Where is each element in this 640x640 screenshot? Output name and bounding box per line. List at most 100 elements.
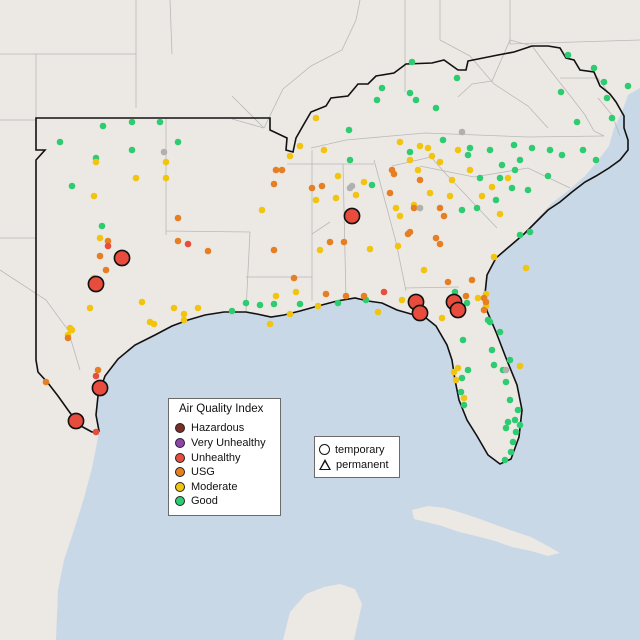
legend-item-temporary: temporary bbox=[319, 442, 385, 457]
monitor-marker-moderate bbox=[314, 302, 322, 310]
monitor-marker-moderate bbox=[132, 174, 140, 182]
temporary-monitor-unhealthy bbox=[87, 275, 105, 293]
monitor-marker-good bbox=[490, 361, 498, 369]
monitor-marker-usg bbox=[174, 214, 182, 222]
monitor-marker-good bbox=[458, 206, 466, 214]
monitor-marker-usg bbox=[278, 166, 286, 174]
temporary-monitor-unhealthy bbox=[91, 379, 109, 397]
monitor-marker-usg bbox=[410, 204, 418, 212]
monitor-marker-moderate bbox=[478, 192, 486, 200]
monitor-marker-moderate bbox=[266, 320, 274, 328]
legend-label-moderate: Moderate bbox=[191, 481, 238, 493]
monitor-marker-good bbox=[406, 148, 414, 156]
monitor-marker-moderate bbox=[68, 326, 76, 334]
monitor-marker-usg bbox=[386, 189, 394, 197]
monitor-marker-moderate bbox=[292, 288, 300, 296]
monitor-marker-usg bbox=[102, 266, 110, 274]
monitor-marker-good bbox=[590, 64, 598, 72]
aqi-legend: Air Quality Index Hazardous Very Unhealt… bbox=[168, 398, 281, 516]
monitor-marker-moderate bbox=[450, 368, 458, 376]
monitor-marker-good bbox=[378, 84, 386, 92]
monitor-marker-good bbox=[498, 161, 506, 169]
monitor-marker-good bbox=[573, 118, 581, 126]
monitor-marker-good bbox=[408, 58, 416, 66]
monitor-marker-good bbox=[458, 374, 466, 382]
monitor-marker-moderate bbox=[420, 266, 428, 274]
monitor-marker-unhealthy bbox=[92, 428, 100, 436]
temporary-monitor-unhealthy bbox=[113, 249, 131, 267]
monitor-marker-moderate bbox=[138, 298, 146, 306]
monitor-marker-good bbox=[457, 388, 465, 396]
monitor-marker-moderate bbox=[406, 156, 414, 164]
circle-icon bbox=[319, 444, 330, 455]
monitor-marker-good bbox=[506, 396, 514, 404]
monitor-marker-good bbox=[486, 146, 494, 154]
monitor-marker-usg bbox=[272, 166, 280, 174]
monitor-marker-good bbox=[524, 186, 532, 194]
legend-label-very-unhealthy: Very Unhealthy bbox=[191, 437, 266, 449]
monitor-marker-usg bbox=[322, 290, 330, 298]
legend-item-good: Good bbox=[175, 494, 218, 508]
monitor-marker-good bbox=[502, 378, 510, 386]
monitor-marker-good bbox=[270, 300, 278, 308]
temporary-monitor-unhealthy bbox=[67, 412, 85, 430]
monitor-marker-moderate bbox=[454, 364, 462, 372]
hazardous-swatch bbox=[175, 423, 185, 433]
monitor-marker-good bbox=[501, 456, 509, 464]
monitor-marker-moderate bbox=[352, 191, 360, 199]
monitor-marker-moderate bbox=[474, 294, 482, 302]
monitor-marker-usg bbox=[64, 334, 72, 342]
monitor-marker-usg bbox=[436, 240, 444, 248]
monitor-marker-moderate bbox=[194, 304, 202, 312]
monitor-marker-moderate bbox=[286, 310, 294, 318]
monitor-markers bbox=[42, 51, 632, 464]
monitor-marker-moderate bbox=[146, 318, 154, 326]
monitor-marker-good bbox=[373, 96, 381, 104]
monitor-marker-missing bbox=[458, 128, 466, 136]
monitor-marker-usg bbox=[96, 252, 104, 260]
monitor-marker-good bbox=[484, 316, 492, 324]
monitor-marker-good bbox=[473, 204, 481, 212]
legend-label-hazardous: Hazardous bbox=[191, 422, 245, 434]
monitor-marker-moderate bbox=[496, 210, 504, 218]
monitor-marker-usg bbox=[270, 246, 278, 254]
monitor-marker-usg bbox=[326, 238, 334, 246]
monitor-marker-good bbox=[507, 448, 515, 456]
monitor-marker-good bbox=[544, 172, 552, 180]
monitor-marker-usg bbox=[42, 378, 50, 386]
monitor-marker-good bbox=[510, 141, 518, 149]
monitor-marker-good bbox=[528, 144, 536, 152]
monitor-marker-moderate bbox=[170, 304, 178, 312]
monitor-marker-usg bbox=[290, 274, 298, 282]
monitor-marker-usg bbox=[174, 237, 182, 245]
monitor-marker-usg bbox=[340, 238, 348, 246]
monitor-marker-good bbox=[345, 126, 353, 134]
monitor-marker-moderate bbox=[366, 245, 374, 253]
moderate-swatch bbox=[175, 482, 185, 492]
monitor-marker-good bbox=[412, 96, 420, 104]
monitor-marker-usg bbox=[440, 212, 448, 220]
monitor-marker-good bbox=[579, 146, 587, 154]
monitor-marker-good bbox=[496, 328, 504, 336]
monitor-marker-good bbox=[453, 74, 461, 82]
monitor-marker-usg bbox=[308, 184, 316, 192]
monitor-marker-good bbox=[516, 421, 524, 429]
monitor-marker-good bbox=[368, 181, 376, 189]
monitor-marker-good bbox=[228, 307, 236, 315]
monitor-marker-moderate bbox=[396, 212, 404, 220]
monitor-marker-moderate bbox=[460, 394, 468, 402]
monitor-marker-good bbox=[174, 138, 182, 146]
temporary-monitor-unhealthy bbox=[411, 304, 429, 322]
monitor-marker-moderate bbox=[258, 206, 266, 214]
monitor-marker-moderate bbox=[360, 178, 368, 186]
legend-item-permanent: permanent bbox=[319, 457, 389, 472]
monitor-marker-moderate bbox=[428, 152, 436, 160]
monitor-marker-usg bbox=[318, 182, 326, 190]
monitor-marker-moderate bbox=[90, 192, 98, 200]
legend-label-permanent: permanent bbox=[336, 458, 389, 471]
monitor-marker-moderate bbox=[488, 183, 496, 191]
monitor-marker-moderate bbox=[92, 158, 100, 166]
monitor-marker-good bbox=[564, 51, 572, 59]
